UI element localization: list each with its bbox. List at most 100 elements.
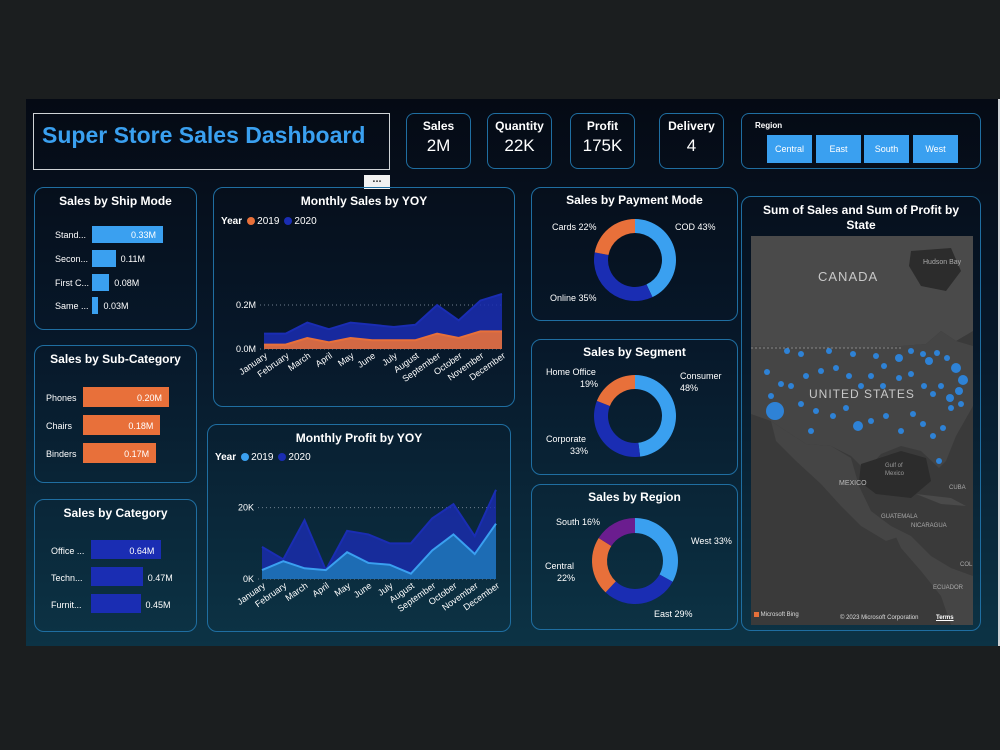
state-bubble xyxy=(843,405,849,411)
state-bubble xyxy=(868,373,874,379)
bar-label: Phones xyxy=(46,393,77,403)
ship-mode-card[interactable]: Sales by Ship Mode Stand... 0.33M Secon.… xyxy=(34,187,197,330)
map-label-us: UNITED STATES xyxy=(809,387,915,401)
donut-label: Cards 22% xyxy=(552,222,597,232)
region-east-button[interactable]: East xyxy=(816,135,861,163)
x-tick-label: March xyxy=(283,580,309,603)
bar[interactable] xyxy=(91,567,143,586)
state-bubble xyxy=(895,354,903,362)
bar-label: Stand... xyxy=(55,230,87,240)
state-bubble xyxy=(830,413,836,419)
sub-category-card[interactable]: Sales by Sub-Category Phones 0.20M Chair… xyxy=(34,345,197,483)
card-title: Sales by Category xyxy=(63,506,168,520)
state-bubble xyxy=(936,458,942,464)
region-card[interactable]: Sales by Region West 33% East 29% Centra… xyxy=(531,484,738,630)
kpi-value: 2M xyxy=(426,136,451,155)
slice-cards xyxy=(594,219,635,255)
card-title: Sales by Sub-Category xyxy=(50,352,181,366)
slice-consumer xyxy=(635,375,677,457)
bar[interactable] xyxy=(83,387,169,407)
map-label-ecuador: ECUADOR xyxy=(933,585,964,591)
state-bubble xyxy=(948,405,954,411)
monthly-profit-card[interactable]: Monthly Profit by YOY Year 2019 2020 20K 0K… xyxy=(207,424,511,632)
bar[interactable] xyxy=(92,226,163,243)
slice-cod xyxy=(635,219,676,298)
region-donut xyxy=(592,518,678,604)
region-south-button[interactable]: South xyxy=(864,135,909,163)
bar-value: 0.11M xyxy=(120,254,145,264)
state-bubble xyxy=(850,351,856,357)
state-bubble xyxy=(880,383,886,389)
map-label-nicaragua: NICARAGUA xyxy=(911,523,947,529)
bar-value: 0.47M xyxy=(147,573,173,583)
x-tick-label: March xyxy=(286,350,312,373)
state-bubble xyxy=(951,363,961,373)
state-bubble xyxy=(925,357,933,365)
kpi-label: Sales xyxy=(422,119,455,133)
kpi-sales: Sales 2M xyxy=(406,113,471,169)
donut-label: Home Office xyxy=(546,367,596,377)
x-tick-label: April xyxy=(310,580,330,599)
x-tick-label: April xyxy=(314,350,334,369)
bar[interactable] xyxy=(92,297,99,314)
more-options-button[interactable]: ... xyxy=(364,174,390,189)
region-west-button[interactable]: West xyxy=(913,135,958,163)
y-tick-label: 0K xyxy=(243,574,254,584)
bar-label: Secon... xyxy=(55,254,89,264)
bar[interactable] xyxy=(83,443,157,463)
bing-logo: Microsoft Bing xyxy=(754,612,799,618)
map-view[interactable]: CANADA UNITED STATES MEXICO Hudson Bay G… xyxy=(751,236,973,625)
title-box[interactable]: Super Store Sales Dashboard xyxy=(33,113,390,170)
gulf-of-mexico xyxy=(859,451,931,498)
slice-online xyxy=(594,252,653,301)
bar[interactable] xyxy=(91,540,162,559)
state-bubble xyxy=(930,433,936,439)
map-card[interactable]: Sum of Sales and Sum of Profit by State … xyxy=(741,196,981,631)
kpi-profit: Profit 175K xyxy=(570,113,635,169)
kpi-label: Quantity xyxy=(495,119,544,133)
bar-label: Same ... xyxy=(55,301,89,311)
legend: Year 2019 2020 xyxy=(221,216,317,227)
map-label-cuba: CUBA xyxy=(949,485,966,491)
bar[interactable] xyxy=(83,415,161,435)
state-bubble xyxy=(921,383,927,389)
bar[interactable] xyxy=(91,594,141,613)
legend-dot-2019 xyxy=(241,453,250,462)
slice-west xyxy=(635,518,678,582)
x-tick-label: May xyxy=(336,350,356,368)
state-bubble xyxy=(833,365,839,371)
line-2019 xyxy=(261,523,497,575)
y-tick-label: 0.2M xyxy=(236,300,256,310)
x-tick-label: June xyxy=(352,580,374,599)
state-bubble xyxy=(946,394,954,402)
segment-donut xyxy=(594,375,677,457)
kpi-value: 22K xyxy=(504,136,535,155)
payment-donut xyxy=(594,219,676,301)
state-bubble xyxy=(898,428,904,434)
map-terms-link[interactable]: Terms xyxy=(936,615,954,621)
state-bubble xyxy=(930,391,936,397)
kpi-delivery: Delivery 4 xyxy=(659,113,724,169)
donut-label: Online 35% xyxy=(550,293,597,303)
legend: Year 2019 2020 xyxy=(215,452,311,463)
region-central-button[interactable]: Central xyxy=(767,135,812,163)
bar[interactable] xyxy=(92,274,110,291)
state-bubble xyxy=(808,428,814,434)
legend-title: Year xyxy=(221,216,243,227)
donut-label: West 33% xyxy=(691,536,732,546)
bing-logo-text: Microsoft Bing xyxy=(760,612,799,619)
monthly-sales-card[interactable]: Monthly Sales by YOY Year 2019 2020 0.2M 0.… xyxy=(213,187,515,407)
card-title: Sales by Segment xyxy=(583,345,686,359)
state-bubble xyxy=(881,363,887,369)
card-title: Monthly Profit by YOY xyxy=(295,431,423,445)
state-bubble xyxy=(764,369,770,375)
bar[interactable] xyxy=(92,250,116,267)
state-bubble xyxy=(944,355,950,361)
payment-mode-card[interactable]: Sales by Payment Mode COD 43% Online 35%… xyxy=(531,187,738,321)
segment-card[interactable]: Sales by Segment Consumer 48% Corporate … xyxy=(531,339,738,475)
category-card[interactable]: Sales by Category Office ... 0.64M Techn… xyxy=(34,499,197,632)
state-bubbles xyxy=(764,348,968,464)
state-bubble xyxy=(798,401,804,407)
kpi-label: Delivery xyxy=(668,119,715,133)
